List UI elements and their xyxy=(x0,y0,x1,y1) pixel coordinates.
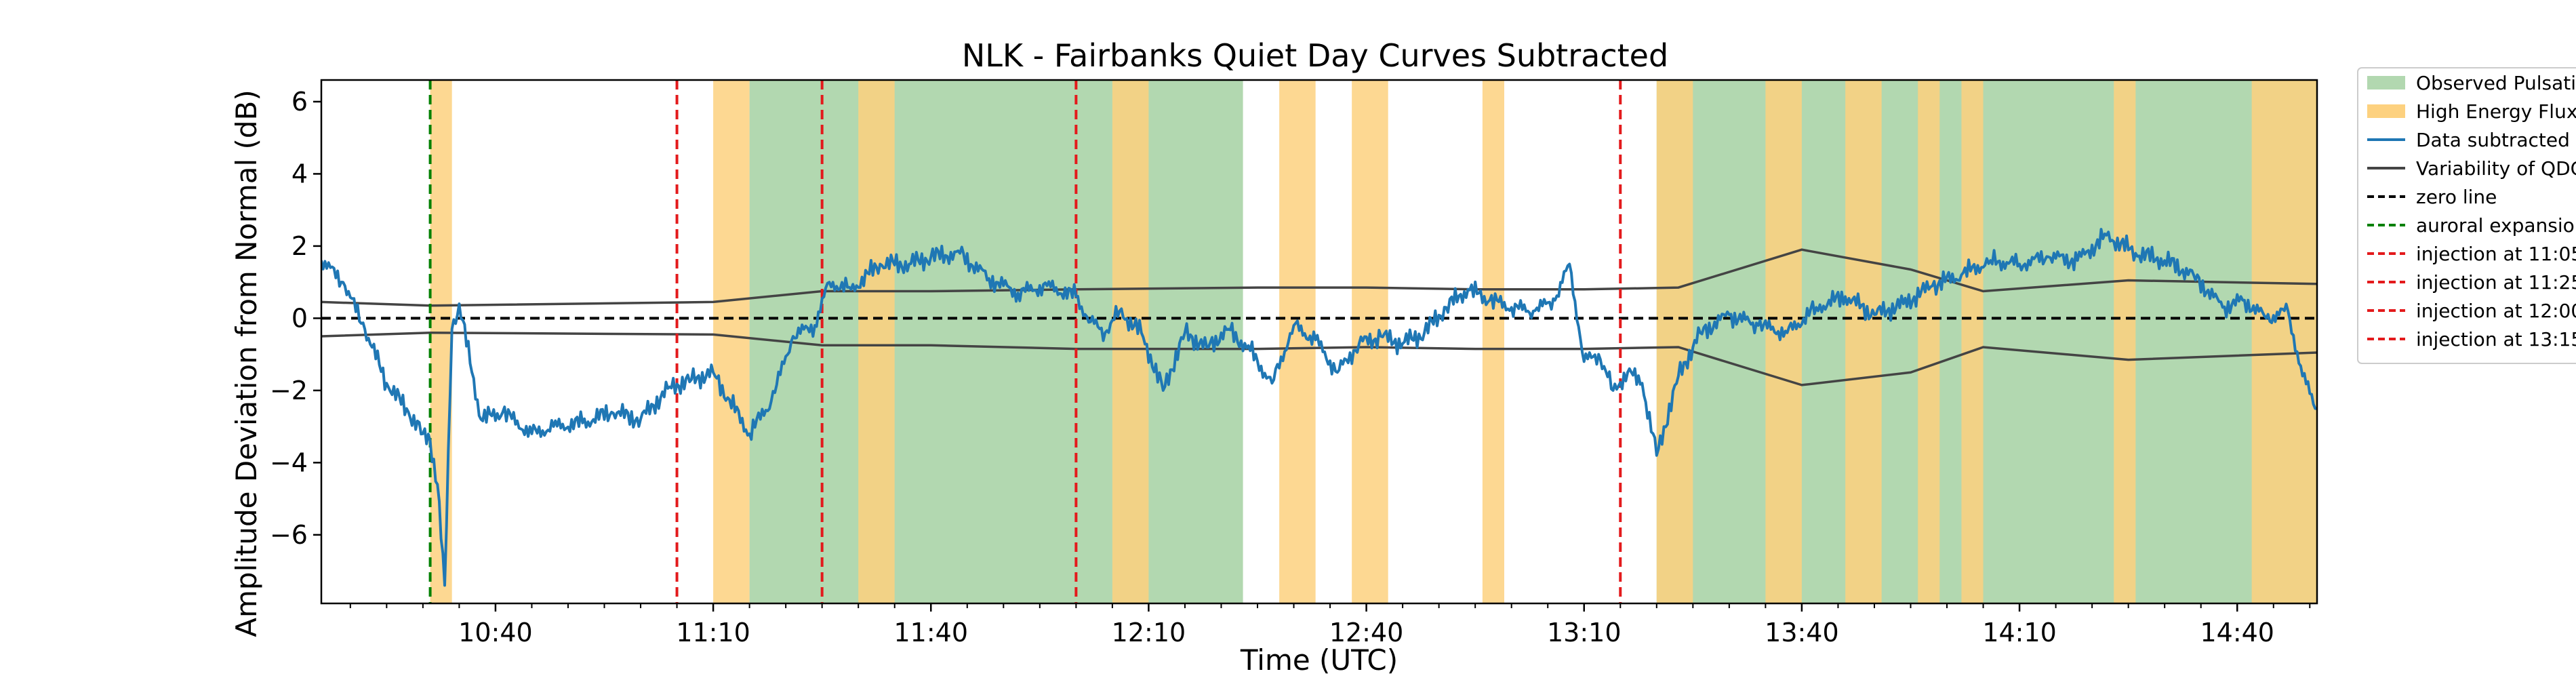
legend: Observed Pulsati High Energy Flux Data sub… xyxy=(2357,67,2576,364)
legend-label: injection at 12:00 xyxy=(2416,300,2576,322)
high-energy-flux-span xyxy=(713,80,750,603)
pulsation-span xyxy=(749,80,1243,603)
legend-label: injection at 11:25 xyxy=(2416,271,2576,294)
plot-content xyxy=(321,80,2317,603)
x-tick-label: 14:10 xyxy=(1982,618,2057,647)
x-tick-label: 14:40 xyxy=(2200,618,2274,647)
legend-entry: injection at 11:25 xyxy=(2367,271,2576,294)
x-tick-label: 13:40 xyxy=(1765,618,1839,647)
y-tick-label: 0 xyxy=(291,303,308,333)
high-energy-flux-span xyxy=(1845,80,1882,603)
high-energy-flux-span xyxy=(1918,80,1940,603)
y-tick-label: 4 xyxy=(291,159,308,188)
legend-entry: injection at 12:00 xyxy=(2367,300,2576,322)
high-energy-flux-span xyxy=(1961,80,1984,603)
legend-entry: Data subtracted xyxy=(2367,129,2570,151)
axes: 10:40 11:10 11:40 12:10 12:40 13:10 13:40 14:10… xyxy=(270,79,2318,647)
legend-patch xyxy=(2367,76,2405,89)
legend-entry: auroral expansio xyxy=(2367,214,2575,237)
legend-label: Variability of QDC xyxy=(2416,157,2576,180)
y-tick-label: −6 xyxy=(270,520,308,550)
high-energy-flux-span xyxy=(1765,80,1802,603)
legend-label: injection at 11:05 xyxy=(2416,243,2576,265)
x-tick-label: 11:40 xyxy=(894,618,969,647)
legend-entry: injection at 13:15 xyxy=(2367,328,2576,351)
x-tick-label: 12:10 xyxy=(1112,618,1186,647)
x-axis-title: Time (UTC) xyxy=(1240,643,1398,677)
legend-entry: injection at 11:05 xyxy=(2367,243,2576,265)
high-energy-flux-span xyxy=(2114,80,2136,603)
legend-entry: Observed Pulsati xyxy=(2367,72,2576,94)
plot-area xyxy=(321,80,2317,603)
legend-entry: zero line xyxy=(2367,186,2497,208)
y-tick-label: −2 xyxy=(270,376,308,405)
y-axis-title: Amplitude Deviation from Normal (dB) xyxy=(230,89,263,637)
legend-label: High Energy Flux xyxy=(2416,100,2576,123)
high-energy-flux-span xyxy=(858,80,895,603)
x-tick-label: 12:40 xyxy=(1329,618,1404,647)
legend-entry: Variability of QDC xyxy=(2367,157,2576,180)
x-tick-label: 13:10 xyxy=(1547,618,1622,647)
plot-frame xyxy=(320,79,2318,605)
pulsation-span xyxy=(1656,80,2317,603)
legend-label: auroral expansio xyxy=(2416,214,2575,237)
high-energy-flux-span xyxy=(1279,80,1316,603)
chart-title: NLK - Fairbanks Quiet Day Curves Subtrac… xyxy=(962,37,1668,74)
y-tick-label: −4 xyxy=(270,447,308,477)
legend-label: Observed Pulsati xyxy=(2416,72,2576,94)
x-tick-label: 11:10 xyxy=(676,618,750,647)
data-subtracted-line xyxy=(321,228,2317,587)
legend-entry: High Energy Flux xyxy=(2367,100,2576,123)
legend-box xyxy=(2357,67,2576,364)
legend-label: Data subtracted xyxy=(2416,129,2570,151)
high-energy-flux-span xyxy=(2251,80,2317,603)
legend-label: injection at 13:15 xyxy=(2416,328,2576,351)
legend-label: zero line xyxy=(2416,186,2497,208)
high-energy-flux-span xyxy=(1112,80,1149,603)
y-tick-label: 2 xyxy=(291,231,308,261)
high-energy-flux-span xyxy=(1656,80,1693,603)
y-tick-label: 6 xyxy=(291,87,308,117)
high-energy-flux-span xyxy=(1482,80,1504,603)
legend-patch xyxy=(2367,104,2405,118)
qdc-lower-line xyxy=(321,331,2317,386)
x-tick-label: 10:40 xyxy=(458,618,533,647)
